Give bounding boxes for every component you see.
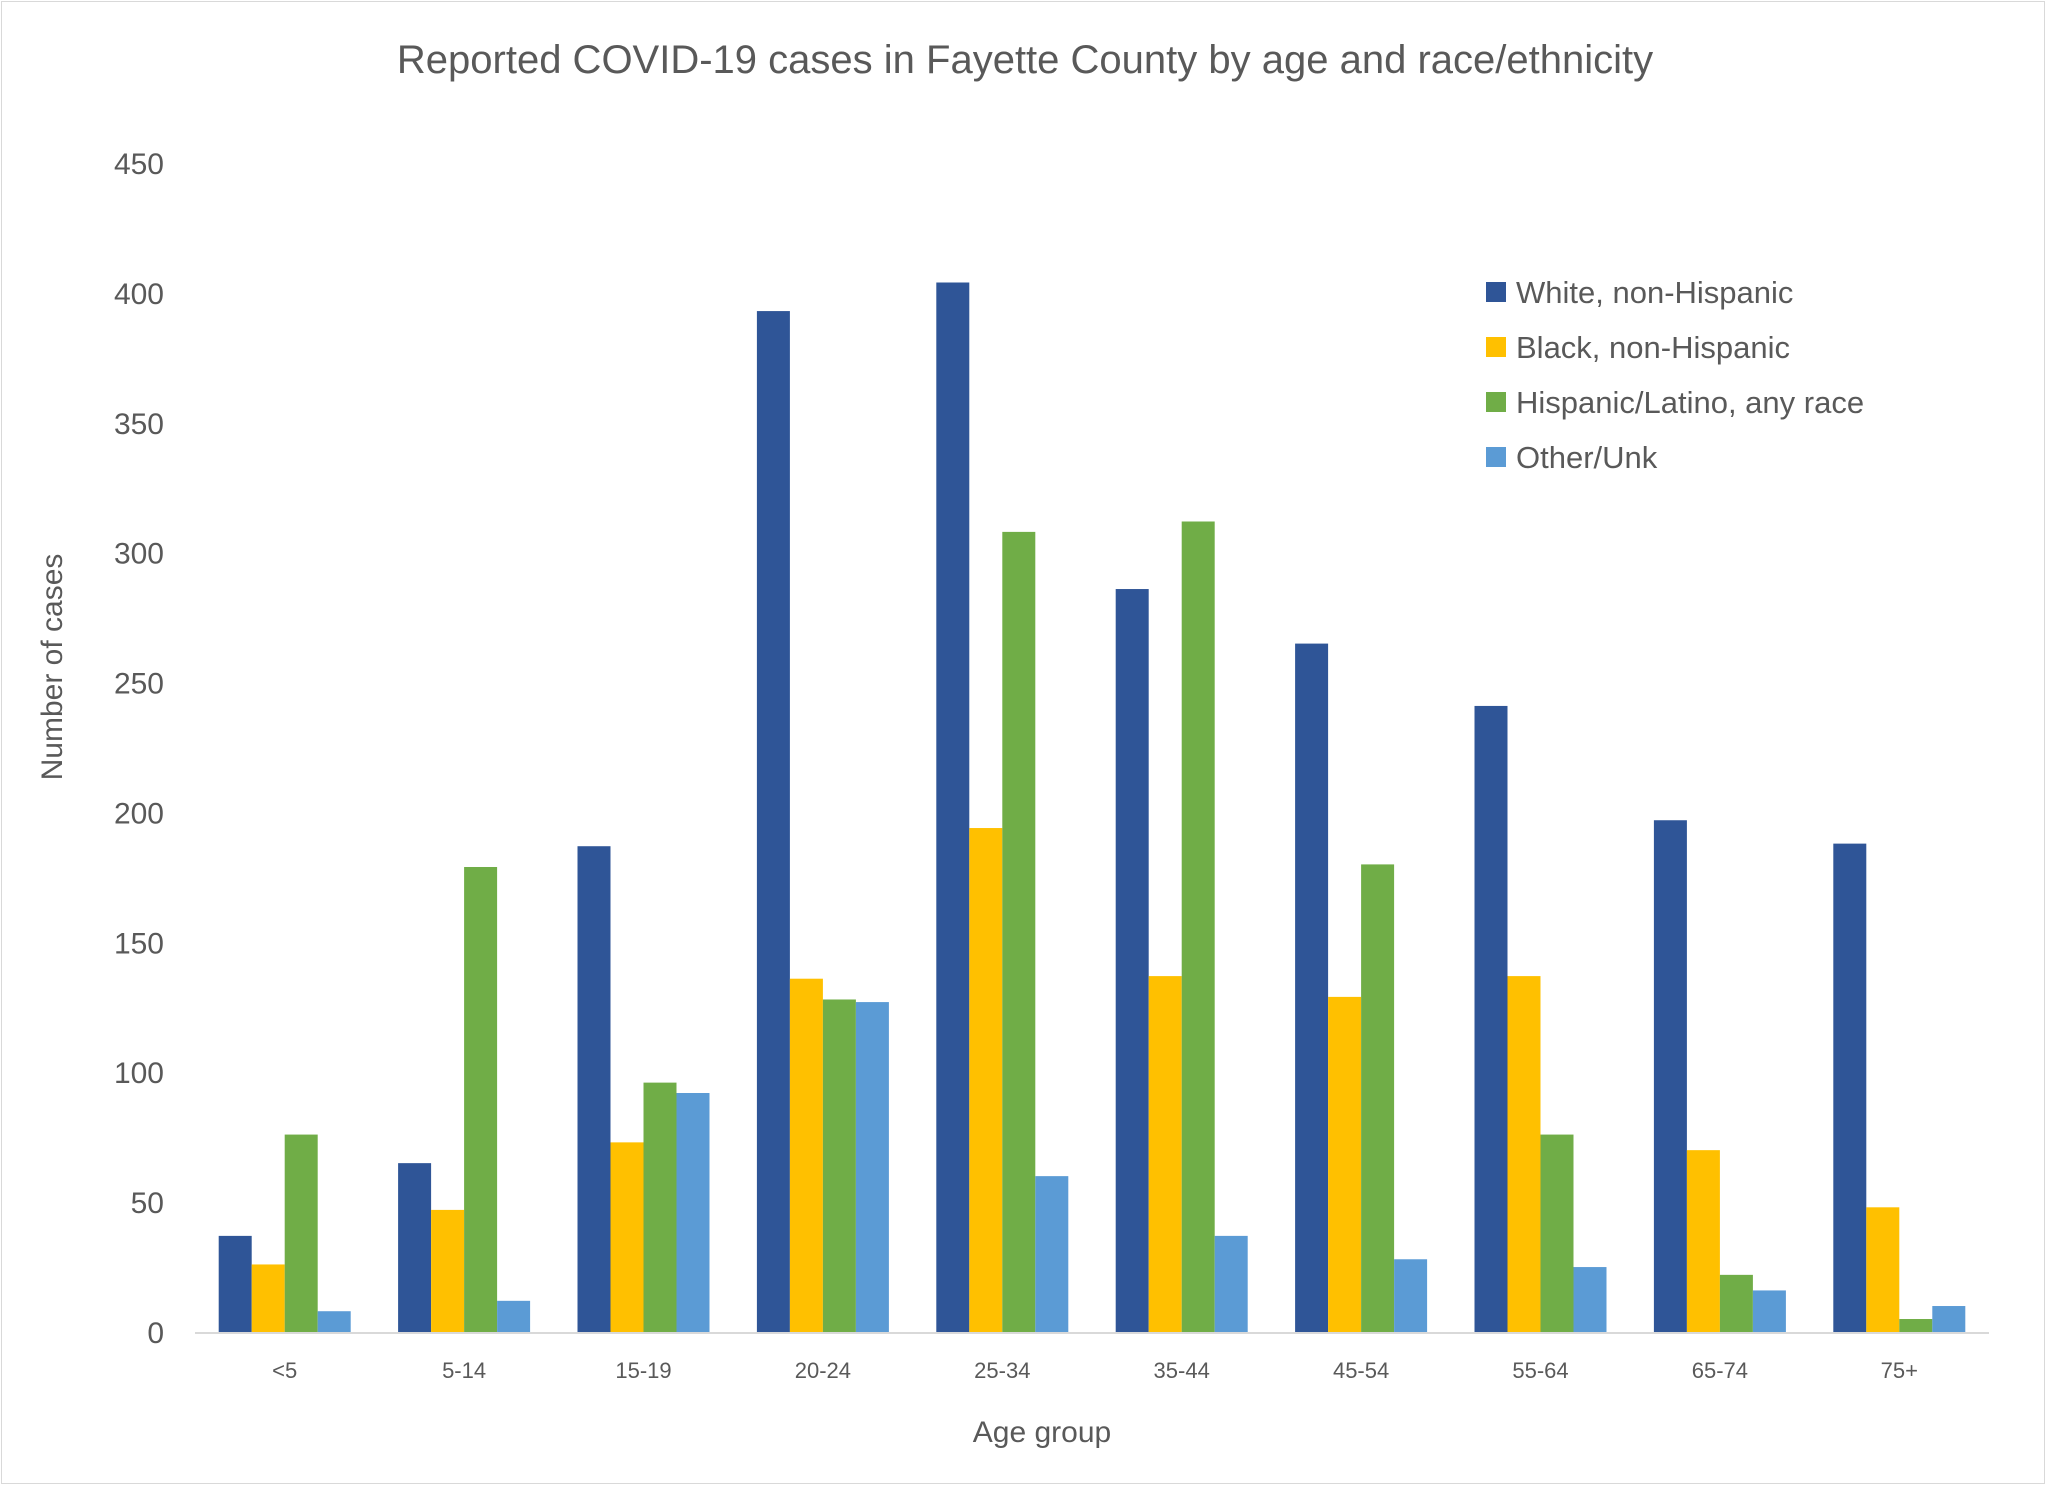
bar (1214, 1235, 1248, 1332)
y-tick-label: 150 (114, 927, 164, 960)
bar (1540, 1134, 1574, 1332)
bar (822, 999, 856, 1332)
bar (1573, 1267, 1607, 1332)
x-tick-label: 55-64 (1512, 1358, 1568, 1383)
legend-label: White, non-Hispanic (1516, 275, 1793, 310)
y-tick-label: 300 (114, 538, 164, 571)
legend-label: Hispanic/Latino, any race (1516, 385, 1864, 420)
bar (1148, 976, 1182, 1332)
x-axis-ticks: <5 5-14 15-19 20-24 25-34 35-44 45-54 55-64 65-7… (272, 1358, 1918, 1383)
x-tick-label: 20-24 (795, 1358, 851, 1383)
bar (1686, 1150, 1720, 1332)
bar (577, 846, 611, 1332)
legend-swatch (1486, 282, 1506, 302)
legend-swatch (1486, 447, 1506, 467)
chart-title: Reported COVID-19 cases in Fayette Count… (397, 38, 1653, 82)
bar (1361, 864, 1395, 1332)
x-tick-label: 5-14 (442, 1358, 486, 1383)
bar (756, 311, 790, 1332)
y-tick-label: 0 (147, 1317, 164, 1350)
bar (969, 828, 1003, 1332)
y-tick-label: 350 (114, 408, 164, 441)
x-axis-title: Age group (973, 1416, 1111, 1449)
bar (1035, 1176, 1069, 1332)
x-tick-label: 65-74 (1692, 1358, 1748, 1383)
bar (431, 1209, 465, 1332)
bar (317, 1311, 351, 1332)
y-tick-label: 100 (114, 1057, 164, 1090)
y-tick-label: 50 (131, 1187, 164, 1220)
bar (1932, 1306, 1966, 1332)
bar (610, 1142, 644, 1332)
bar (855, 1002, 889, 1332)
bar (1752, 1290, 1786, 1332)
x-tick-label: <5 (272, 1358, 297, 1383)
x-tick-label: 25-34 (974, 1358, 1030, 1383)
x-tick-label: 15-19 (615, 1358, 671, 1383)
bar (218, 1235, 252, 1332)
bar (1115, 589, 1149, 1332)
bar (1507, 976, 1541, 1332)
bar (1295, 643, 1329, 1332)
bar (676, 1093, 710, 1332)
bar (251, 1264, 285, 1332)
bar (1002, 531, 1036, 1332)
y-tick-label: 400 (114, 278, 164, 311)
bar (1474, 705, 1508, 1332)
x-tick-label: 45-54 (1333, 1358, 1389, 1383)
legend-swatch (1486, 337, 1506, 357)
bar (1833, 843, 1867, 1332)
y-tick-label: 250 (114, 668, 164, 701)
bar (497, 1300, 531, 1332)
bar (464, 866, 498, 1332)
legend-label: Other/Unk (1516, 440, 1658, 475)
legend-label: Black, non-Hispanic (1516, 330, 1790, 365)
bar (1328, 996, 1362, 1332)
y-tick-label: 200 (114, 797, 164, 830)
bar (284, 1134, 318, 1332)
bar (936, 282, 970, 1332)
y-tick-label: 450 (114, 148, 164, 181)
bar (1394, 1259, 1428, 1332)
bar (1719, 1274, 1753, 1332)
legend-swatch (1486, 392, 1506, 412)
y-axis-ticks: 0 50 100 150 200 250 300 350 400 450 (114, 148, 164, 1350)
bar (398, 1163, 432, 1332)
x-tick-label: 75+ (1881, 1358, 1918, 1383)
x-tick-label: 35-44 (1154, 1358, 1210, 1383)
y-axis-title: Number of cases (36, 554, 69, 781)
bars-group (218, 282, 1966, 1332)
bar (789, 978, 823, 1332)
bar (1181, 521, 1215, 1332)
bar (1866, 1207, 1900, 1332)
legend: White, non-Hispanic Black, non-Hispanic Hi… (1486, 275, 1864, 475)
bar (1899, 1319, 1933, 1332)
bar (1653, 820, 1687, 1332)
bar (643, 1082, 677, 1332)
